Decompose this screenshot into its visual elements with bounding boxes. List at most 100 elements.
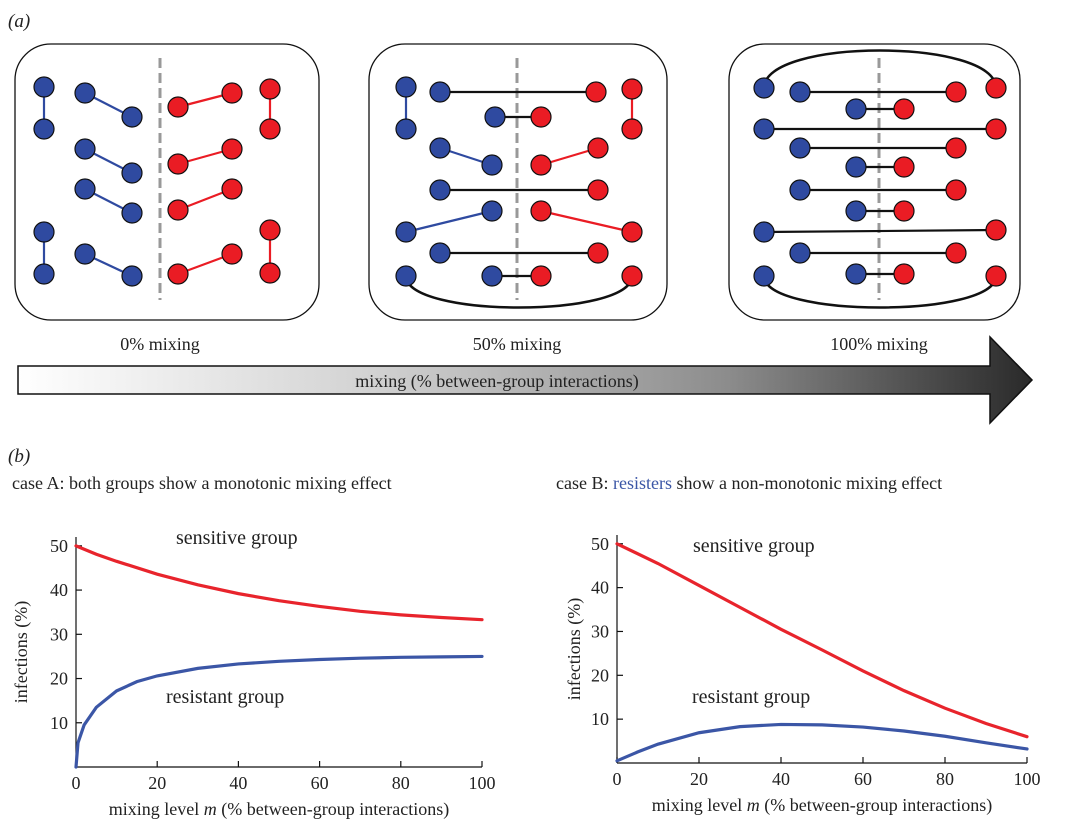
case-a-title: case A: both groups show a monotonic mix… [12, 473, 392, 493]
sensitive-node [587, 242, 609, 264]
sensitive-node [530, 154, 552, 176]
resistant-node [395, 76, 417, 98]
sensitive-series-line [615, 542, 1029, 739]
y-tick-label: 40 [591, 578, 609, 598]
resistant-node [429, 81, 451, 103]
resistant-node [121, 106, 143, 128]
resistant-node [74, 138, 96, 160]
resistant-node [845, 263, 867, 285]
case-b-title-post: show a non-monotonic mixing effect [672, 473, 942, 493]
sensitive-node [985, 265, 1007, 287]
mixing-arrow-label: mixing (% between-group interactions) [355, 371, 638, 392]
sensitive-node [259, 262, 281, 284]
sensitive-series-label: sensitive group [693, 535, 815, 557]
between-group-arc [762, 49, 998, 89]
x-tick-label: 100 [1014, 769, 1041, 789]
x-tick-label: 80 [392, 773, 410, 793]
y-tick-label: 20 [591, 665, 609, 685]
sensitive-node [621, 221, 643, 243]
resistant-node [789, 242, 811, 264]
resistant-node [33, 221, 55, 243]
chart-case-b: infections (%) mixing level m (% between… [564, 534, 1041, 816]
nodes [753, 77, 1007, 287]
sensitive-node [530, 265, 552, 287]
resistant-node [789, 137, 811, 159]
y-axis-label: infections (%) [564, 598, 585, 700]
x-tick-label: 0 [72, 773, 81, 793]
resistant-node [845, 98, 867, 120]
network-2-links-and-nodes [753, 49, 1007, 309]
sensitive-node [167, 199, 189, 221]
resistant-series-line [74, 654, 484, 769]
resistant-series-label: resistant group [166, 686, 284, 708]
resistant-node [74, 178, 96, 200]
sensitive-node [259, 219, 281, 241]
panel-a-label: (a) [8, 11, 30, 32]
sensitive-series-label: sensitive group [176, 527, 298, 549]
nodes [33, 76, 281, 287]
sensitive-node [945, 81, 967, 103]
sensitive-node [259, 118, 281, 140]
resistant-node [395, 265, 417, 287]
resistant-node [845, 200, 867, 222]
resistant-series-line [615, 722, 1029, 763]
sensitive-node [221, 178, 243, 200]
resistant-node [121, 162, 143, 184]
panel-b-label: (b) [8, 446, 30, 467]
mixing-arrow [17, 335, 1034, 425]
resistant-node [121, 202, 143, 224]
resistant-node [481, 200, 503, 222]
resistant-node [33, 76, 55, 98]
sensitive-node [585, 81, 607, 103]
network-1-links-and-nodes [395, 76, 643, 309]
x-tick-label: 40 [229, 773, 247, 793]
sensitive-node [945, 242, 967, 264]
sensitive-node [621, 265, 643, 287]
x-tick-label: 60 [854, 769, 872, 789]
resistant-node [753, 118, 775, 140]
chart-case-a: infections (%) mixing level m (% between… [11, 527, 496, 820]
network-panel-2 [728, 43, 1021, 321]
x-tick-label: 40 [772, 769, 790, 789]
sensitive-node [167, 263, 189, 285]
sensitive-node [167, 153, 189, 175]
x-axis-label: mixing level m (% between-group interact… [109, 799, 449, 820]
sensitive-series-line [74, 544, 484, 622]
sensitive-node [221, 138, 243, 160]
resistant-node [753, 77, 775, 99]
y-tick-label: 50 [591, 534, 609, 554]
network-panel-0 [14, 43, 320, 321]
y-tick-label: 30 [50, 624, 68, 644]
between-group-arc [404, 275, 634, 309]
sensitive-node [167, 96, 189, 118]
sensitive-node [587, 179, 609, 201]
x-tick-label: 60 [311, 773, 329, 793]
sensitive-node [621, 78, 643, 100]
between-group-arc [762, 275, 998, 309]
x-tick-label: 20 [690, 769, 708, 789]
y-tick-label: 10 [50, 713, 68, 733]
x-axis-label-post: (% between-group interactions) [217, 799, 449, 820]
resistant-node [395, 221, 417, 243]
resistant-node [74, 243, 96, 265]
resistant-node [481, 154, 503, 176]
panel-caption-0: 0% mixing [120, 334, 200, 354]
x-axis-label-var: m [747, 795, 760, 815]
resistant-node [484, 106, 506, 128]
x-axis-label-post: (% between-group interactions) [760, 795, 992, 816]
sensitive-node [259, 78, 281, 100]
sensitive-node [893, 200, 915, 222]
between-group-link [763, 228, 997, 234]
x-tick-label: 0 [613, 769, 622, 789]
resistant-node [789, 81, 811, 103]
sensitive-node [221, 82, 243, 104]
sensitive-node [621, 118, 643, 140]
sensitive-node [587, 137, 609, 159]
nodes [395, 76, 643, 287]
within-group-link [405, 209, 493, 234]
panel-caption-2: 100% mixing [830, 334, 928, 354]
case-b-title-pre: case B: [556, 473, 613, 493]
resistant-node [74, 82, 96, 104]
resistant-node [429, 242, 451, 264]
